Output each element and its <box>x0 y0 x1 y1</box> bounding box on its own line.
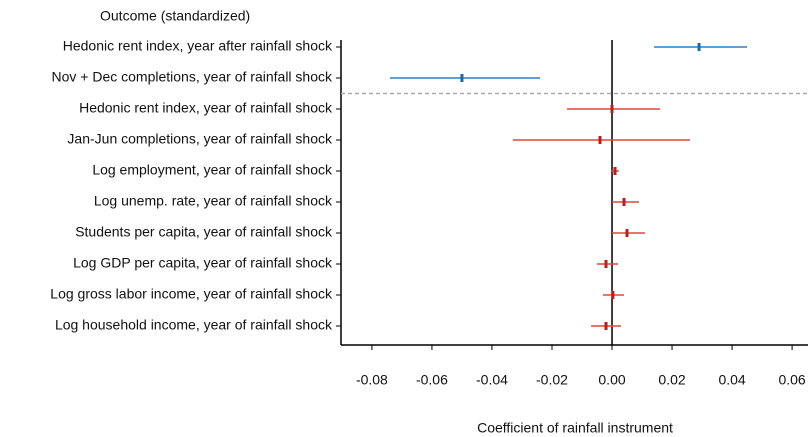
x-axis-title: Coefficient of rainfall instrument <box>477 420 673 436</box>
point-estimate <box>697 43 701 51</box>
y-tick-label: Jan-Jun completions, year of rainfall sh… <box>67 131 333 147</box>
y-axis-title: Outcome (standardized) <box>100 8 250 24</box>
point-estimate <box>604 260 608 268</box>
point-estimate <box>604 322 608 330</box>
y-tick-label: Log gross labor income, year of rainfall… <box>50 286 333 302</box>
point-estimate <box>611 291 615 299</box>
point-estimate <box>460 74 464 82</box>
x-tick-label: 0.02 <box>658 372 685 388</box>
point-estimate <box>613 167 617 175</box>
x-tick-label: -0.06 <box>416 372 448 388</box>
x-tick-label: -0.04 <box>476 372 508 388</box>
point-estimate <box>622 198 626 206</box>
point-estimate <box>598 136 602 144</box>
y-tick-label: Hedonic rent index, year after rainfall … <box>63 38 333 54</box>
y-tick-label: Log GDP per capita, year of rainfall sho… <box>73 255 333 271</box>
y-tick-label: Hedonic rent index, year of rainfall sho… <box>79 100 333 116</box>
x-tick-label: -0.08 <box>356 372 388 388</box>
y-tick-label: Log household income, year of rainfall s… <box>55 317 333 333</box>
point-estimate <box>625 229 629 237</box>
x-tick-label: 0.00 <box>598 372 625 388</box>
y-tick-label: Nov + Dec completions, year of rainfall … <box>51 69 333 85</box>
y-tick-label: Students per capita, year of rainfall sh… <box>75 224 333 240</box>
x-tick-label: 0.06 <box>778 372 805 388</box>
y-tick-label: Log unemp. rate, year of rainfall shock <box>94 193 333 209</box>
x-tick-label: -0.02 <box>536 372 568 388</box>
x-tick-label: 0.04 <box>718 372 745 388</box>
point-estimate <box>610 105 614 113</box>
y-tick-label: Log employment, year of rainfall shock <box>92 162 333 178</box>
